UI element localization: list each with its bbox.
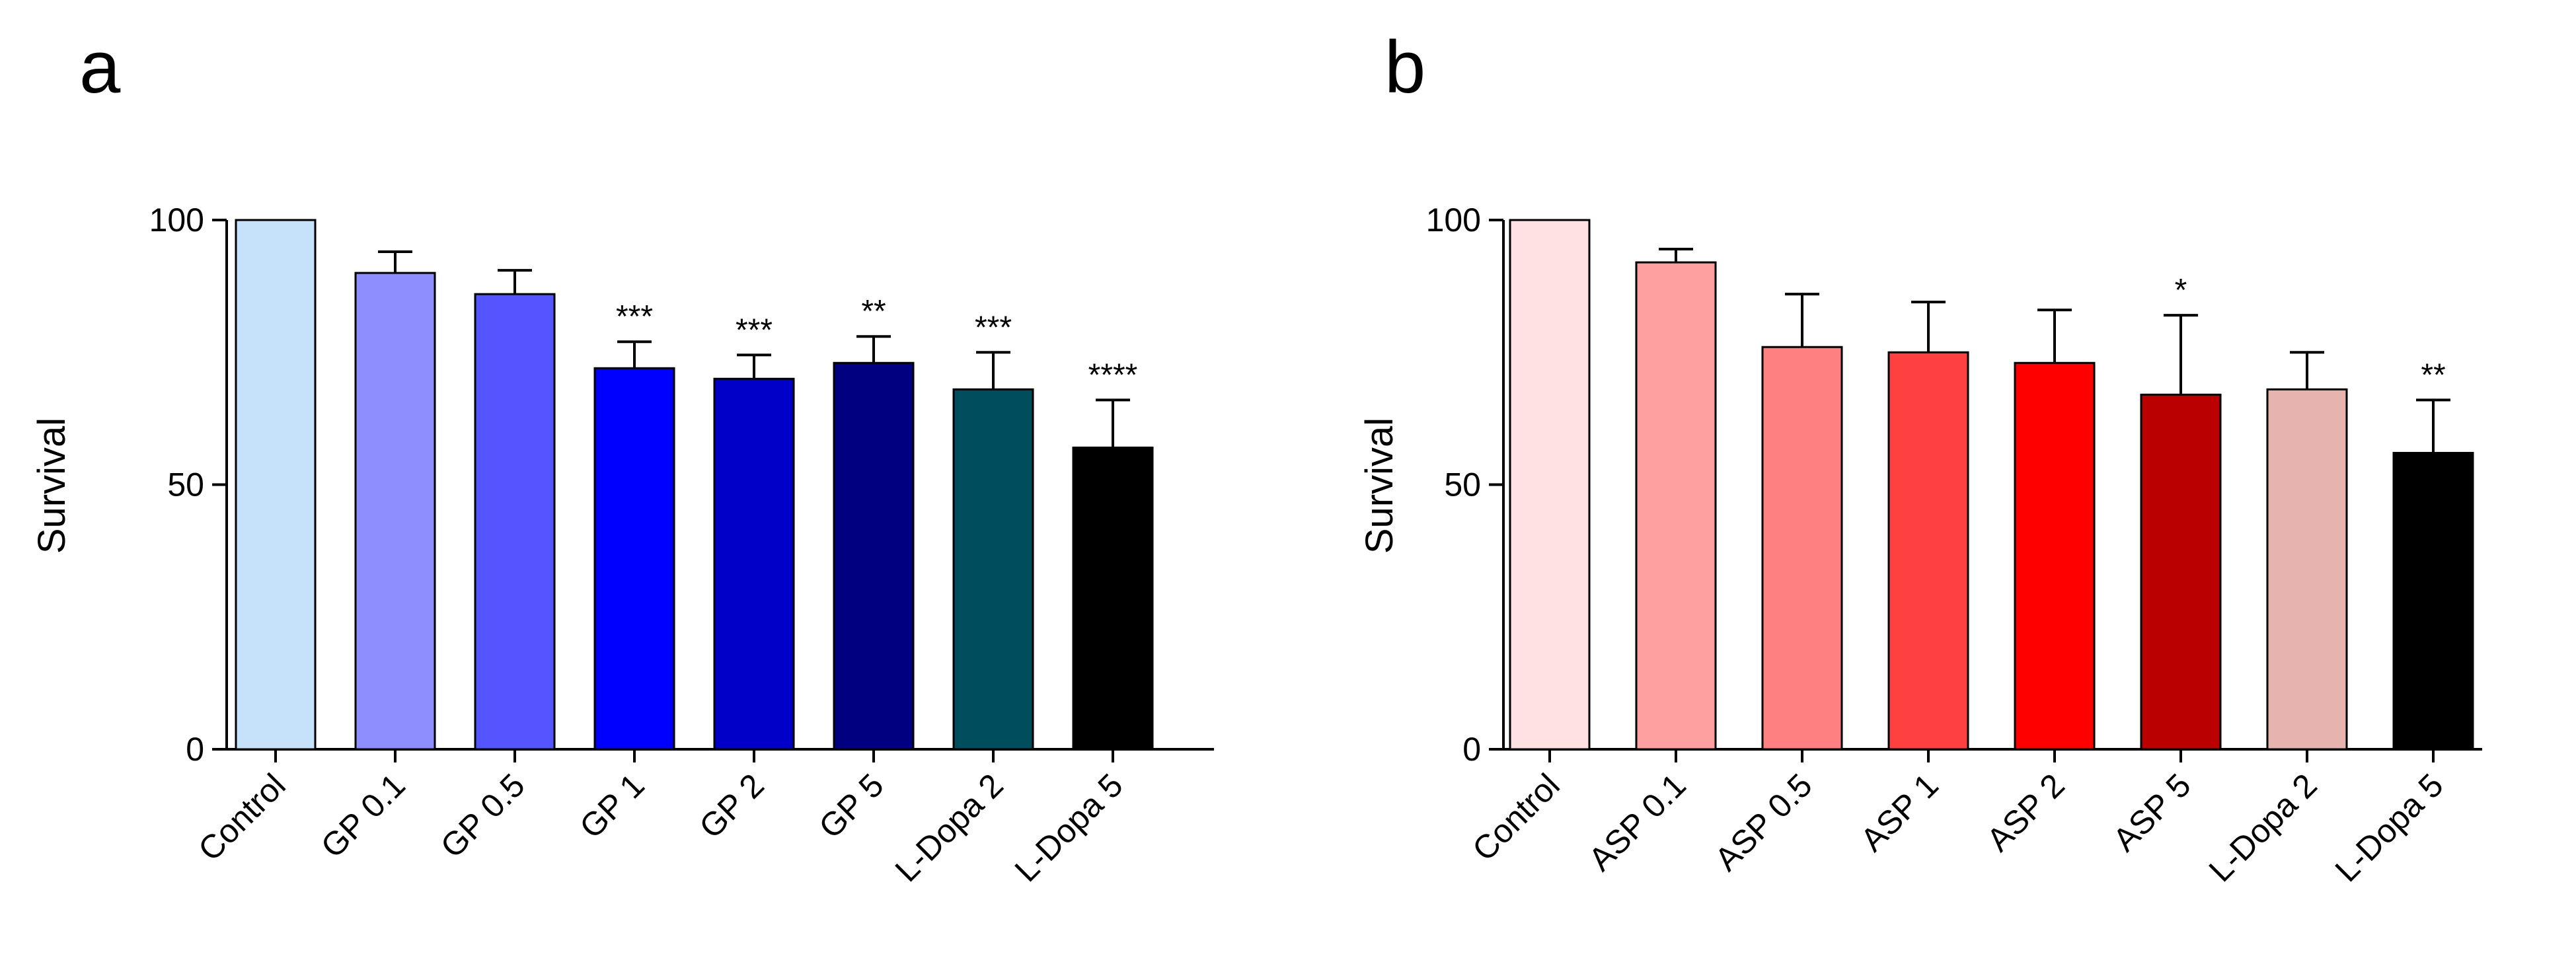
significance-marker: ** — [2421, 357, 2445, 392]
category-label: ASP 0.5 — [1708, 766, 1819, 878]
bar — [474, 293, 556, 751]
significance-marker: ** — [861, 294, 886, 329]
y-ticks-b: 0 50 100 — [1426, 202, 2435, 768]
error-bars-b — [1659, 248, 2450, 453]
y-tick-label: 50 — [1444, 466, 1481, 503]
significance-marker: *** — [616, 299, 653, 334]
category-label: Control — [1465, 766, 1567, 868]
bar — [1509, 219, 1591, 751]
category-label: L-Dopa 5 — [2328, 766, 2450, 889]
bar — [2014, 361, 2096, 751]
error-bars-a — [378, 250, 1130, 448]
bar — [833, 361, 915, 751]
bar — [235, 219, 317, 751]
significance-marker: **** — [1088, 357, 1138, 392]
y-tick-label: 50 — [167, 466, 204, 503]
bar — [1887, 351, 1969, 751]
y-tick-label: 0 — [186, 731, 204, 768]
significance-marker: * — [2175, 273, 2187, 308]
category-label: GP 5 — [812, 766, 891, 846]
category-label: Control — [191, 766, 293, 868]
significance-labels-b: *** — [2175, 273, 2446, 392]
category-label: ASP 0.1 — [1581, 766, 1693, 878]
panel-letter-a: a — [79, 26, 121, 108]
significance-labels-a: *** ***** ******* — [616, 294, 1137, 392]
bar — [2266, 388, 2348, 751]
bar — [1072, 446, 1154, 751]
category-label: GP 0.1 — [314, 766, 412, 865]
y-ticks-a: 0 50 100 — [149, 202, 1114, 768]
bar — [354, 272, 436, 751]
category-label: L-Dopa 5 — [1008, 766, 1130, 889]
category-labels-b: Control ASP 0.1 ASP 0.5 ASP 1 ASP 2 ASP 5 L-Do… — [1465, 766, 2450, 889]
category-labels-a: Control GP 0.1 GP 0.5 GP 1 GP 2 GP 5L-Dopa 2L… — [191, 766, 1130, 889]
bar — [1635, 261, 1717, 751]
y-tick-label: 0 — [1462, 731, 1481, 768]
category-label: GP 0.5 — [434, 766, 532, 865]
category-label: GP 1 — [572, 766, 652, 846]
bar — [2392, 451, 2474, 751]
y-axis-label-a: Survival — [30, 418, 73, 554]
category-label: L-Dopa 2 — [2202, 766, 2324, 889]
category-label: ASP 1 — [1854, 766, 1946, 858]
bar — [593, 367, 675, 751]
bars-a — [235, 219, 1154, 751]
significance-marker: *** — [975, 310, 1012, 345]
bar — [713, 377, 795, 751]
bar — [1761, 346, 1843, 751]
bar — [2140, 393, 2222, 751]
category-label: L-Dopa 2 — [888, 766, 1010, 889]
category-label: ASP 2 — [1980, 766, 2072, 858]
y-tick-label: 100 — [1426, 202, 1481, 239]
bar — [952, 388, 1034, 751]
y-axis-label-b: Survival — [1358, 418, 1401, 554]
y-tick-label: 100 — [149, 202, 204, 239]
significance-marker: *** — [736, 313, 773, 348]
panel-letter-b: b — [1384, 26, 1425, 108]
category-label: GP 2 — [692, 766, 771, 846]
category-label: ASP 5 — [2106, 766, 2198, 858]
bars-b — [1509, 219, 2474, 751]
